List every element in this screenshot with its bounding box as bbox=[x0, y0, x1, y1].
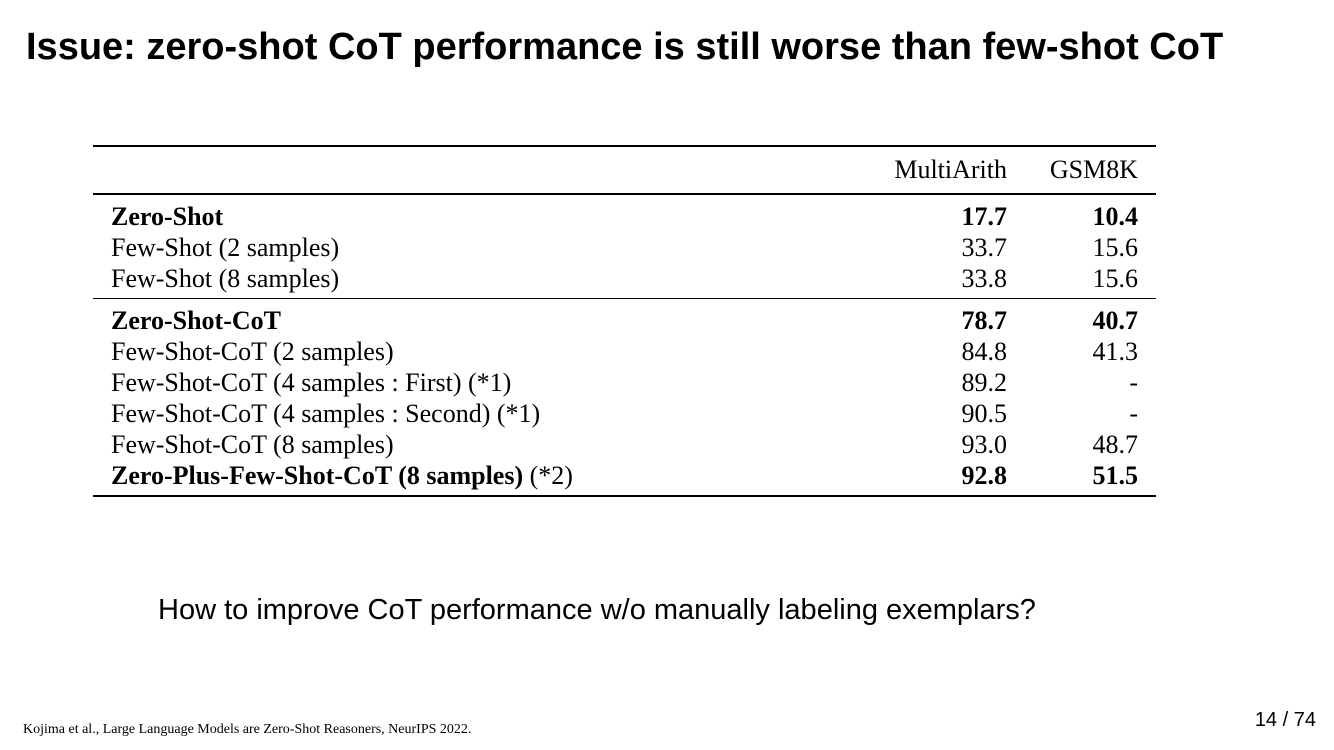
table-row: Zero-Shot-CoT 78.7 40.7 bbox=[93, 305, 1156, 336]
table-header-row: MultiArith GSM8K bbox=[93, 147, 1156, 193]
table-group-rule bbox=[93, 297, 1156, 299]
results-table: MultiArith GSM8K Zero-Shot 17.7 10.4 Few-Sh… bbox=[93, 145, 1156, 497]
cell-multiarith: 84.8 bbox=[961, 337, 1008, 366]
cell-gsm8k: 40.7 bbox=[1092, 306, 1139, 335]
cell-gsm8k: 15.6 bbox=[1092, 232, 1139, 262]
page-current: 14 bbox=[1254, 709, 1278, 731]
table-row: Few-Shot-CoT (4 samples : First) (*1) 89.… bbox=[93, 367, 1156, 398]
cell-multiarith: 78.7 bbox=[961, 306, 1008, 335]
row-label: Few-Shot (8 samples) bbox=[111, 263, 339, 294]
table-row: Zero-Plus-Few-Shot-CoT (8 samples) (*2) 9… bbox=[93, 460, 1156, 491]
row-label-text: Few-Shot (8 samples) bbox=[111, 263, 340, 293]
cell-gsm8k: 41.3 bbox=[1092, 337, 1139, 366]
cell-gsm8k: - bbox=[1129, 368, 1138, 397]
cell-gsm8k: - bbox=[1129, 399, 1138, 428]
cell-gsm8k: 15.6 bbox=[1092, 263, 1139, 293]
row-label-text: Few-Shot (2 samples) bbox=[111, 232, 340, 262]
cell-multiarith: 33.8 bbox=[961, 263, 1008, 293]
row-label-text: Zero-Shot-CoT bbox=[111, 306, 281, 335]
row-label-note: (*2) bbox=[523, 461, 573, 490]
row-label: Zero-Shot bbox=[111, 201, 223, 232]
table-row: Zero-Shot 17.7 10.4 bbox=[93, 201, 1156, 232]
table-row: Few-Shot-CoT (2 samples) 84.8 41.3 bbox=[93, 336, 1156, 367]
row-label: Few-Shot-CoT (2 samples) bbox=[111, 336, 394, 367]
cell-multiarith: 89.2 bbox=[961, 368, 1008, 397]
cell-multiarith: 93.0 bbox=[961, 430, 1008, 459]
table-row: Few-Shot-CoT (8 samples) 93.0 48.7 bbox=[93, 429, 1156, 460]
table-top-rule bbox=[93, 145, 1156, 147]
page-separator: / bbox=[1282, 709, 1289, 731]
row-label: Few-Shot-CoT (4 samples : Second) (*1) bbox=[111, 398, 540, 429]
table-row: Few-Shot (2 samples) 33.7 15.6 bbox=[93, 232, 1156, 263]
row-label-text: Few-Shot-CoT (2 samples) bbox=[111, 337, 394, 366]
table-header-rule bbox=[93, 193, 1156, 195]
row-label: Zero-Shot-CoT bbox=[111, 305, 281, 336]
table-body: Zero-Shot 17.7 10.4 Few-Shot (2 samples) 33.… bbox=[93, 195, 1156, 496]
row-label-text: Zero-Shot bbox=[111, 201, 224, 231]
citation: Kojima et al., Large Language Models are… bbox=[23, 722, 472, 737]
cell-multiarith: 90.5 bbox=[961, 399, 1008, 428]
cell-multiarith: 92.8 bbox=[961, 461, 1008, 490]
page-number: 14 / 74 bbox=[1255, 709, 1316, 732]
row-label-text: Few-Shot-CoT (4 samples : Second) (*1) bbox=[111, 399, 541, 428]
table-bottom-rule bbox=[93, 495, 1156, 497]
row-label-text: Zero-Plus-Few-Shot-CoT (8 samples) bbox=[111, 461, 524, 490]
column-header-multiarith: MultiArith bbox=[894, 155, 1007, 184]
question-text: How to improve CoT performance w/o manua… bbox=[158, 594, 1036, 626]
row-label: Few-Shot (2 samples) bbox=[111, 232, 339, 263]
cell-gsm8k: 51.5 bbox=[1092, 461, 1139, 490]
table-row: Few-Shot-CoT (4 samples : Second) (*1) 90… bbox=[93, 398, 1156, 429]
row-label-text: Few-Shot-CoT (8 samples) bbox=[111, 430, 394, 459]
row-label: Zero-Plus-Few-Shot-CoT (8 samples) (*2) bbox=[111, 460, 573, 491]
column-header-gsm8k: GSM8K bbox=[1049, 155, 1138, 184]
cell-multiarith: 33.7 bbox=[961, 232, 1008, 262]
table-row: Few-Shot (8 samples) 33.8 15.6 bbox=[93, 263, 1156, 294]
row-label-text: Few-Shot-CoT (4 samples : First) (*1) bbox=[111, 368, 512, 397]
cell-gsm8k: 48.7 bbox=[1092, 430, 1139, 459]
cell-gsm8k: 10.4 bbox=[1092, 201, 1139, 231]
row-label: Few-Shot-CoT (8 samples) bbox=[111, 429, 394, 460]
cell-multiarith: 17.7 bbox=[961, 201, 1008, 231]
page-total: 74 bbox=[1293, 709, 1316, 731]
slide-title: Issue: zero-shot CoT performance is stil… bbox=[26, 26, 1224, 68]
row-label: Few-Shot-CoT (4 samples : First) (*1) bbox=[111, 367, 511, 398]
